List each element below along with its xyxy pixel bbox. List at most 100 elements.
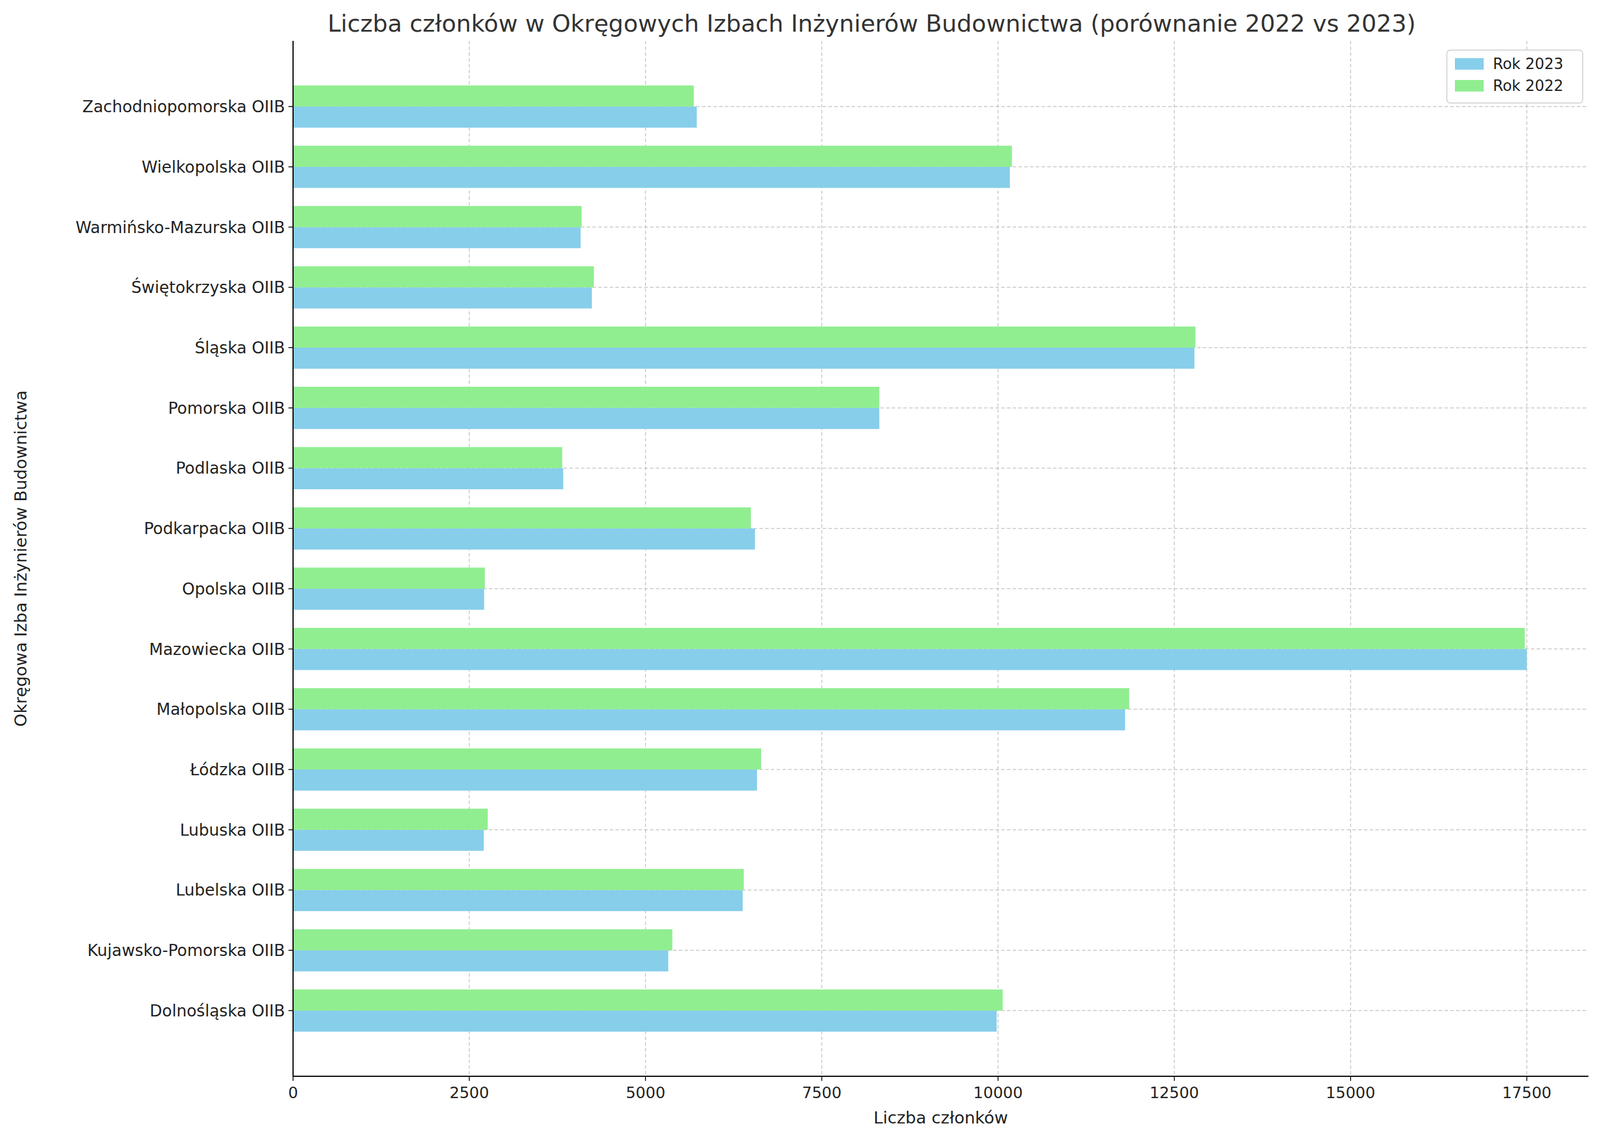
legend-swatch <box>1454 80 1484 92</box>
category-label: Lubelska OIIB <box>175 880 285 900</box>
bar <box>293 830 484 852</box>
tick <box>288 769 294 771</box>
category-label: Małopolska OIIB <box>156 700 285 720</box>
bar <box>293 709 1126 731</box>
grid-line <box>293 588 1589 590</box>
y-label: Okręgowa Izba Inżynierów Budownictwa <box>10 390 31 727</box>
bar <box>293 929 673 951</box>
title: Liczba członków w Okręgowych Izbach Inży… <box>327 9 1416 38</box>
bar <box>293 588 485 611</box>
tick <box>288 648 294 651</box>
bars <box>293 85 1527 1032</box>
category-label: Zachodniopomorska OIIB <box>82 97 285 117</box>
tick-label: 7500 <box>802 1084 842 1102</box>
bar <box>293 145 1013 167</box>
category-label: Mazowiecka OIIB <box>149 640 285 660</box>
bar <box>293 206 582 228</box>
bar <box>293 266 594 288</box>
bar <box>293 890 743 912</box>
tick <box>288 166 294 168</box>
category-label: Pomorska OIIB <box>168 398 285 418</box>
tick <box>288 468 294 470</box>
tick <box>1350 1076 1352 1082</box>
tick <box>468 1076 470 1082</box>
tick <box>288 949 294 952</box>
bar <box>293 688 1130 710</box>
bar <box>293 567 485 589</box>
bar <box>293 649 1527 671</box>
tick <box>288 829 294 831</box>
category-label: Kujawsko-Pomorska OIIB <box>87 941 285 961</box>
grid-line <box>997 40 999 1077</box>
bar <box>293 386 880 409</box>
tick-label: 12500 <box>1149 1084 1200 1102</box>
category-label: Opolska OIIB <box>181 579 285 599</box>
grid-line <box>468 40 470 1077</box>
grid-line <box>292 40 294 1077</box>
tick <box>288 890 294 892</box>
bar <box>293 989 1003 1012</box>
tick <box>288 527 294 530</box>
tick-label: 15000 <box>1325 1084 1376 1102</box>
tick <box>288 226 294 228</box>
tick-label: 0 <box>287 1084 298 1102</box>
bar <box>293 166 1010 189</box>
legend-label: Rok 2022 <box>1492 77 1564 95</box>
tick <box>288 709 294 711</box>
bar <box>293 447 563 469</box>
tick <box>288 347 294 349</box>
bar <box>293 769 758 792</box>
bar <box>293 869 744 891</box>
tick <box>288 407 294 409</box>
tick-label: 5000 <box>625 1084 666 1102</box>
category-label: Wielkopolska OIIB <box>141 157 285 177</box>
bar <box>293 287 592 309</box>
tick-label: 10000 <box>973 1084 1024 1102</box>
legend-label: Rok 2023 <box>1492 55 1564 73</box>
legend-swatch <box>1454 58 1484 70</box>
x-label: Liczba członków <box>873 1108 1009 1128</box>
tick <box>288 1010 294 1012</box>
grid-line <box>1350 40 1352 1077</box>
bar <box>293 950 669 972</box>
bar <box>293 227 581 249</box>
tick <box>821 1076 823 1082</box>
tick <box>644 1076 646 1082</box>
category-label: Śląska OIIB <box>194 337 285 358</box>
bar <box>293 468 564 490</box>
category-label: Podlaska OIIB <box>175 458 285 478</box>
grid-line <box>1173 40 1176 1077</box>
tick <box>288 105 294 108</box>
category-label: Świętokrzyska OIIB <box>131 277 285 298</box>
bar <box>293 408 880 430</box>
category-label: Łódzka OIIB <box>189 760 285 780</box>
category-label: Warmińsko-Mazurska OIIB <box>75 218 285 238</box>
tick <box>997 1076 999 1082</box>
tick <box>288 287 294 289</box>
category-label: Podkarpacka OIIB <box>143 519 285 539</box>
legend-box <box>1446 50 1583 104</box>
bar <box>293 628 1525 650</box>
bar <box>293 326 1196 348</box>
bar <box>293 748 762 770</box>
x-axis <box>293 1076 1589 1078</box>
bar <box>293 106 697 128</box>
y-axis <box>292 40 294 1077</box>
grid-line <box>821 40 823 1077</box>
category-label: Lubuska OIIB <box>179 821 285 841</box>
bar <box>293 85 694 107</box>
bar <box>293 528 755 550</box>
bar <box>293 1011 997 1033</box>
bar <box>293 808 488 831</box>
bar <box>293 507 751 529</box>
bar <box>293 347 1195 370</box>
tick <box>1173 1076 1176 1082</box>
tick-label: 17500 <box>1502 1084 1552 1102</box>
chart: 025005000750010000125001500017500Dolnośl… <box>0 0 1600 1139</box>
legend: Rok 2023 Rok 2022 <box>1446 50 1583 104</box>
grid-line <box>644 40 646 1077</box>
grid-line <box>1526 40 1528 1077</box>
tick <box>1526 1076 1528 1082</box>
tick-label: 2500 <box>449 1084 490 1102</box>
tick <box>292 1076 294 1082</box>
